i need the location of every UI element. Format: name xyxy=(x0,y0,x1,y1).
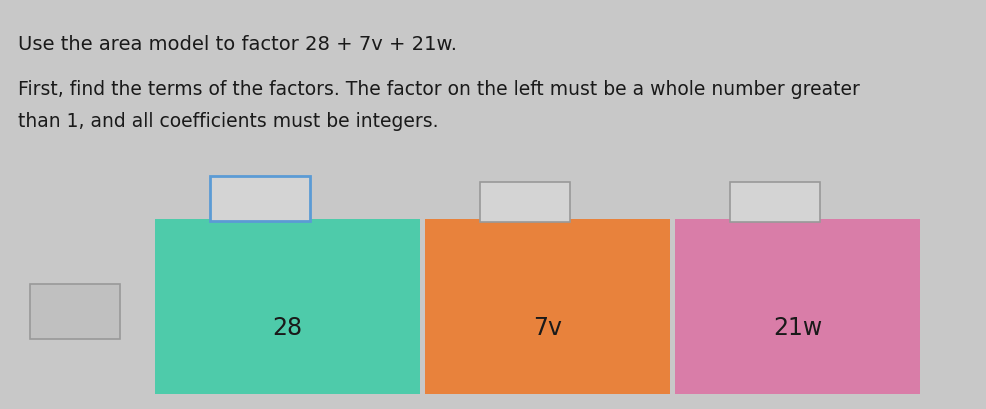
Text: 21w: 21w xyxy=(773,316,822,339)
Bar xyxy=(480,182,570,222)
Bar xyxy=(730,182,820,222)
Text: Use the area model to factor 28 + 7v + 21w.: Use the area model to factor 28 + 7v + 2… xyxy=(18,35,457,54)
Bar xyxy=(155,220,420,394)
Bar xyxy=(210,177,310,221)
Text: 7v: 7v xyxy=(533,316,562,339)
Text: 28: 28 xyxy=(272,316,303,339)
Bar xyxy=(675,220,920,394)
Text: than 1, and all coefficients must be integers.: than 1, and all coefficients must be int… xyxy=(18,112,439,131)
Bar xyxy=(30,284,120,339)
Bar xyxy=(425,220,670,394)
Text: First, find the terms of the factors. The factor on the left must be a whole num: First, find the terms of the factors. Th… xyxy=(18,80,860,99)
